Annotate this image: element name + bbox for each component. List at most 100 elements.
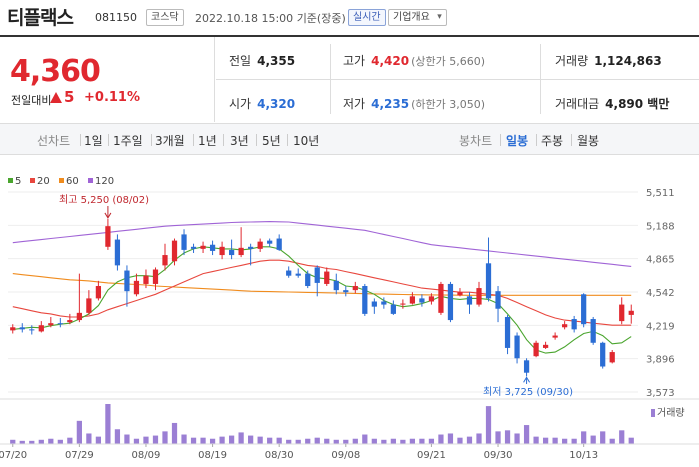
stats-row-divider: [216, 79, 699, 80]
legend-label-5: 5: [15, 176, 21, 187]
candle-body: [219, 246, 225, 256]
x-tick-label: 09/30: [484, 450, 513, 461]
tab-period-5y[interactable]: 5년: [262, 134, 281, 148]
legend-label-60: 60: [66, 176, 79, 187]
volume-bar: [248, 435, 254, 444]
x-tick-label: 09/21: [417, 450, 446, 461]
candle-body: [95, 286, 102, 299]
volume-bar: [457, 437, 463, 444]
timestamp-basis: 기준(장중): [296, 12, 346, 25]
volume-bar: [419, 438, 425, 444]
candle-body: [438, 283, 444, 313]
volume-bar: [10, 439, 16, 444]
x-axis-ticks: 07/20 07/29 08/09 08/19 08/30 09/08 09/21 09/30…: [0, 444, 598, 461]
y-tick-label: 5,188: [646, 221, 675, 232]
volume-bar: [57, 439, 63, 444]
legend-label-20: 20: [37, 176, 50, 187]
volume-bar: [600, 431, 606, 444]
candle-body: [600, 342, 606, 367]
volume-bar: [162, 431, 168, 444]
x-tick-label: 08/19: [198, 450, 227, 461]
candle-body: [409, 296, 416, 304]
candle-body: [143, 275, 149, 284]
tab-period-10y[interactable]: 10년: [293, 134, 320, 148]
volume-bar: [67, 437, 73, 444]
low-annotation: 최저 3,725 (09/30): [483, 386, 573, 398]
volume-bar: [533, 436, 539, 444]
candle-body: [86, 298, 92, 313]
volume-bar: [324, 438, 330, 444]
tab-period-1y[interactable]: 1년: [198, 134, 217, 148]
stat-value: 1,124,863: [594, 54, 662, 68]
candle-body: [571, 319, 577, 330]
tab-divider: [571, 134, 572, 146]
candle-body: [609, 352, 615, 363]
candlestick-chart[interactable]: 5 20 60 120 5,511 5,188 4,865 4,542 4,219 3,896 3…: [0, 170, 699, 467]
chart-legend: 5 20 60 120: [8, 176, 114, 187]
candle-body: [152, 269, 159, 284]
candle-body: [562, 324, 568, 328]
chart-tab-bar: 선차트 1일 1주일 3개월 1년 3년 5년 10년 봉차트 일봉 주봉 월봉: [0, 123, 699, 155]
candle-body: [38, 325, 44, 332]
volume-bar: [48, 438, 54, 444]
tab-period-3y[interactable]: 3년: [230, 134, 249, 148]
candle-body: [552, 335, 558, 338]
volume-label: 거래량: [657, 407, 685, 419]
volume-bar: [352, 438, 358, 444]
change-percent: +0.11%: [84, 90, 140, 105]
candle-body: [466, 296, 473, 305]
legend-swatch-120: [88, 178, 93, 183]
volume-bar: [171, 422, 178, 444]
candle-body: [133, 280, 140, 295]
tab-monthly[interactable]: 월봉: [577, 134, 600, 148]
tab-period-1d[interactable]: 1일: [84, 134, 103, 148]
candle-body: [295, 273, 301, 276]
tab-period-1w[interactable]: 1주일: [113, 134, 143, 148]
candle-body: [542, 344, 549, 348]
volume-bar: [428, 438, 435, 444]
candle-body: [628, 310, 634, 315]
candle-body: [267, 240, 273, 244]
tab-weekly[interactable]: 주봉: [541, 134, 564, 148]
tab-daily[interactable]: 일봉: [506, 134, 529, 148]
stat-value: 4,355: [257, 54, 296, 68]
volume-bar: [29, 440, 35, 444]
timestamp: 2022.10.18 15:00 기준(장중): [195, 10, 346, 26]
volume-bar: [552, 437, 558, 444]
stat-open: 시가 4,320: [229, 95, 295, 112]
candle-body: [314, 267, 320, 283]
volume-bars: [0, 398, 699, 445]
volume-bar: [562, 438, 568, 444]
candle-body: [276, 238, 282, 250]
candle-body: [105, 226, 111, 247]
chevron-down-icon: ▾: [437, 12, 442, 22]
volume-bar: [438, 434, 444, 444]
chart-grid: [8, 191, 638, 393]
candle-body: [29, 329, 35, 331]
stat-label: 전일: [229, 54, 252, 68]
tab-period-3m[interactable]: 3개월: [155, 134, 185, 148]
company-info-button[interactable]: 기업개요 ▾: [388, 9, 447, 26]
change-label: 전일대비: [11, 94, 52, 107]
y-tick-label: 3,573: [646, 388, 675, 399]
volume-bar: [343, 439, 349, 444]
high-annotation: 최고 5,250 (08/02): [59, 194, 149, 206]
realtime-button[interactable]: 실시간: [348, 9, 386, 26]
volume-bar: [228, 435, 235, 444]
stat-sub: (하한가 3,050): [411, 98, 485, 111]
stat-label: 시가: [229, 97, 252, 111]
stock-header: 티플랙스 081150 코스닥 2022.10.18 15:00 기준(장중) …: [0, 0, 699, 35]
high-arrow-icon: [104, 212, 112, 219]
volume-bar: [333, 439, 339, 444]
volume-bar: [190, 437, 197, 444]
stat-label: 거래대금: [555, 97, 600, 111]
volume-bar: [381, 439, 387, 444]
candle-body: [257, 241, 263, 249]
tab-line-chart[interactable]: 선차트: [37, 134, 71, 148]
header-divider: [0, 35, 699, 37]
change-value: 5: [50, 88, 74, 106]
tab-candle-chart[interactable]: 봉차트: [459, 134, 493, 148]
volume-bar: [257, 436, 263, 444]
candle-body: [495, 291, 501, 309]
candle-body: [228, 249, 235, 256]
